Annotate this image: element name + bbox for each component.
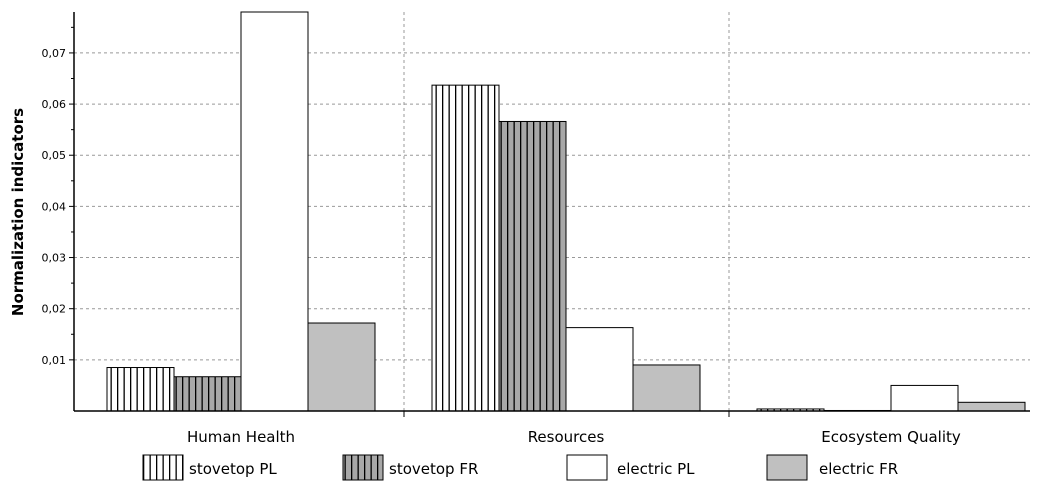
y-tick-label: 0,04 [42, 200, 67, 213]
bar [106, 367, 175, 412]
category-label: Ecosystem Quality [821, 428, 961, 446]
legend-label: electric PL [617, 460, 695, 478]
y-tick-label: 0,07 [42, 47, 67, 60]
legend-swatch [566, 454, 608, 481]
legend-swatch [342, 454, 384, 481]
category-label: Resources [528, 428, 605, 446]
grid-lines [74, 12, 1030, 411]
legend-label: stovetop FR [389, 460, 478, 478]
y-axis-ticks: 0,01 0,02 0,03 0,04 0,05 0,06 0,07 [42, 26, 730, 417]
y-axis-label: Normalization indicators [9, 108, 27, 316]
legend-label: stovetop PL [189, 460, 277, 478]
y-tick-label: 0,03 [42, 252, 67, 265]
legend: stovetop PL stovetop FR electric PL electri… [142, 454, 898, 481]
y-tick-label: 0,01 [42, 354, 67, 367]
category-labels: Human Health Resources Ecosystem Quality [187, 428, 961, 446]
bar [240, 11, 309, 412]
bar [307, 322, 376, 412]
y-tick-label: 0,06 [42, 98, 67, 111]
bar [632, 364, 701, 412]
legend-label: electric FR [819, 460, 898, 478]
bar [498, 120, 567, 412]
category-label: Human Health [187, 428, 295, 446]
legend-swatch [766, 454, 808, 481]
bars [106, 11, 1026, 412]
bar [431, 84, 500, 412]
y-tick-label: 0,02 [42, 303, 67, 316]
bar [565, 327, 634, 412]
legend-swatch [142, 454, 184, 481]
bar [957, 401, 1026, 412]
bar [173, 376, 242, 412]
bar [890, 384, 959, 412]
y-tick-label: 0,05 [42, 149, 67, 162]
